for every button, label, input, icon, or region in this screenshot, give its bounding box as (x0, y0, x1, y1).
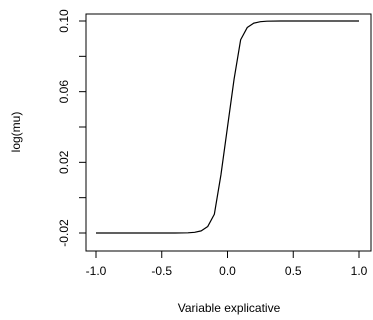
y-axis-label: log(mu) (9, 112, 23, 153)
plot-frame (85, 13, 372, 252)
y-tick-label: 0.06 (57, 80, 71, 104)
y-tick-label: 0.02 (57, 150, 71, 174)
x-axis-label: Variable explicative (178, 301, 281, 315)
series-layer (96, 20, 359, 234)
x-tick-label: 0.0 (219, 264, 236, 278)
x-tick-label: -0.5 (151, 264, 172, 278)
y-tick-label: -0.02 (57, 219, 71, 247)
y-tick-label: 0.10 (57, 9, 71, 33)
x-tick-label: 0.5 (285, 264, 302, 278)
series-line (96, 20, 359, 234)
x-axis-ticks: -1.0 -0.5 0.0 0.5 1.0 (86, 250, 368, 278)
x-tick-label: -1.0 (86, 264, 107, 278)
y-axis-ticks: -0.02 0.02 0.06 0.10 (57, 9, 87, 247)
x-tick-label: 1.0 (351, 264, 368, 278)
